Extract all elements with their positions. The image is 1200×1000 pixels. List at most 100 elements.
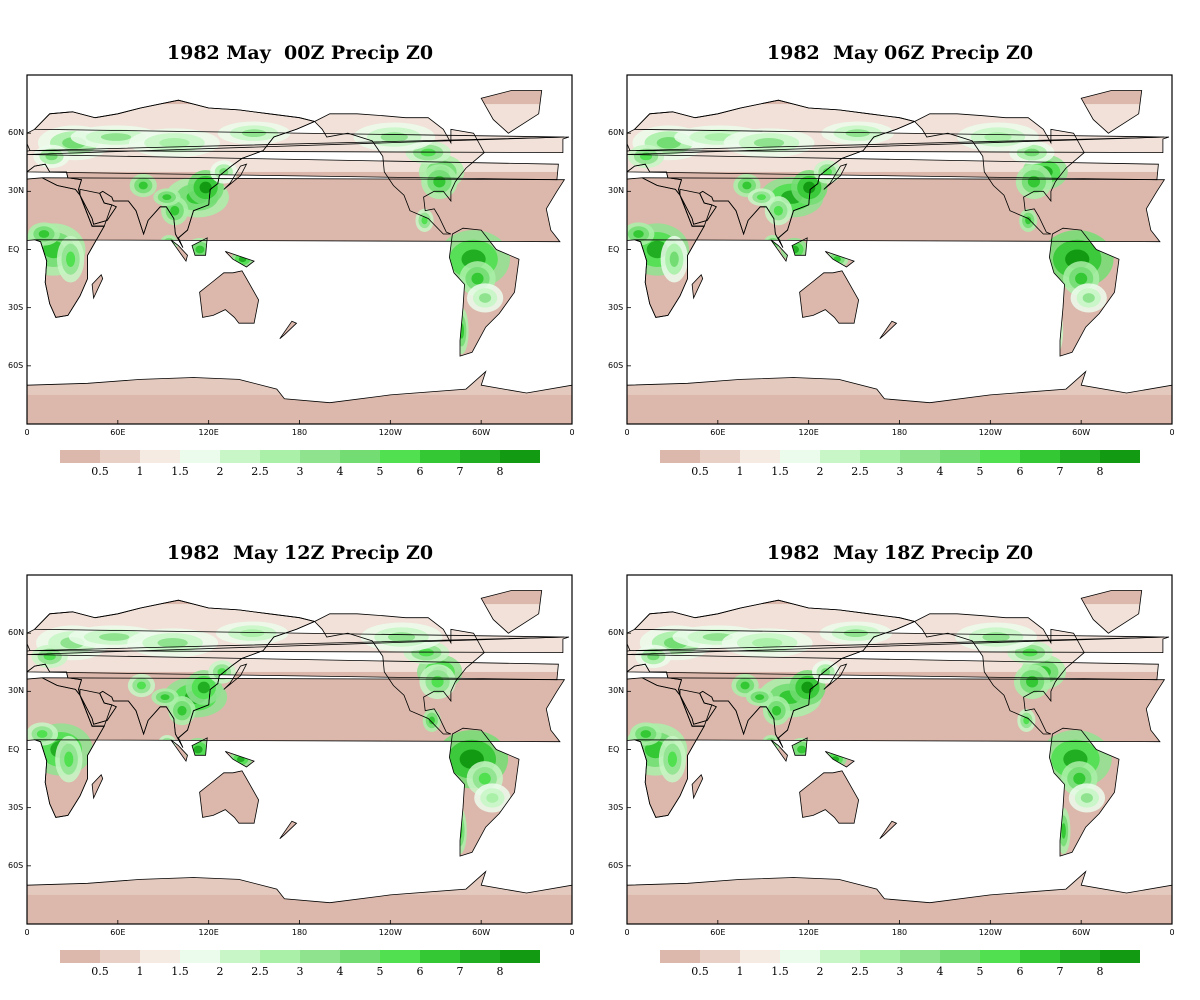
colorbar-label: 2.5	[851, 965, 869, 978]
colorbar-swatch	[220, 950, 260, 963]
coastline-indonesia-3	[825, 251, 855, 268]
coastline-indonesia-2	[791, 737, 808, 756]
coastline-indonesia-3	[225, 751, 255, 768]
lat-label: 60N	[8, 628, 25, 638]
colorbar	[660, 450, 1140, 463]
colorbar-swatch	[660, 950, 700, 963]
precip-core	[821, 668, 831, 676]
colorbar-label: 1	[136, 465, 144, 478]
precip-core	[136, 681, 146, 690]
colorbar-swatch	[820, 950, 860, 963]
lat-label: 60N	[608, 628, 625, 638]
lon-label: 60E	[710, 428, 726, 437]
lat-label: 60S	[608, 860, 624, 870]
precip-core	[387, 632, 416, 642]
coastline-north-america	[313, 113, 485, 235]
panel-title: 1982 May 12Z Precip Z0	[166, 542, 434, 564]
precip-core	[177, 705, 187, 716]
precip-core	[1075, 272, 1088, 285]
colorbar-swatch	[500, 950, 540, 963]
landmass-australia	[199, 270, 259, 324]
coastline-south-america	[448, 727, 520, 857]
precip-layer	[27, 104, 572, 395]
coastline-greenland	[1080, 90, 1143, 134]
colorbar-swatch	[900, 950, 940, 963]
precip-core	[1022, 648, 1038, 657]
land-layer	[27, 90, 572, 424]
precip-core	[1027, 175, 1040, 188]
lon-label: 180	[291, 928, 308, 937]
lat-label: 30S	[608, 802, 624, 812]
precip-core	[640, 730, 652, 738]
coastline-arabia-fill	[679, 688, 713, 727]
precip-core	[431, 675, 444, 688]
coastline-layer	[27, 90, 572, 424]
lat-label: 30S	[8, 802, 24, 812]
coastline-north-america	[913, 113, 1085, 235]
colorbar-label: 5	[976, 965, 984, 978]
precip-core	[36, 730, 48, 738]
precip-core	[1024, 148, 1040, 157]
landmass-arabia-fill	[80, 189, 112, 227]
coastline-antarctica	[627, 370, 1172, 424]
colorbar-swatch	[60, 450, 100, 463]
precip-core	[1061, 823, 1066, 839]
precip-core	[471, 272, 484, 285]
precip-core	[428, 716, 435, 725]
precip-core	[195, 245, 205, 254]
lon-label: 120W	[978, 928, 1002, 937]
colorbar-label: 2.5	[251, 965, 269, 978]
landmass-madagascar	[92, 774, 103, 798]
precip-core	[199, 181, 212, 194]
precip-core	[138, 181, 148, 190]
coastline-australia	[799, 270, 860, 324]
landmass-australia	[799, 770, 859, 824]
landmass-arabia-fill	[80, 689, 112, 727]
colorbar-label: 2	[216, 465, 224, 478]
lon-label: 120W	[378, 928, 402, 937]
coastline-south-america	[448, 227, 520, 357]
colorbar-swatch	[100, 450, 140, 463]
lon-label: 120E	[198, 428, 219, 437]
precip-core	[801, 681, 814, 694]
precip-core	[157, 638, 188, 648]
precip-core	[755, 694, 765, 701]
precip-core	[66, 251, 76, 267]
colorbar-label: 0.5	[91, 965, 109, 978]
coastline-new-zealand	[279, 320, 298, 340]
lat-label: 60S	[8, 860, 24, 870]
precip-map	[626, 74, 1173, 425]
landmass-arabia-fill	[680, 689, 712, 727]
landmass-new-zealand	[279, 821, 297, 839]
lon-label: 0	[624, 928, 630, 937]
colorbar-swatch	[380, 450, 420, 463]
coastline-north-america	[313, 613, 485, 735]
colorbar-swatch	[940, 950, 980, 963]
panel-title: 1982 May 06Z Precip Z0	[766, 42, 1034, 64]
precip-core	[753, 138, 785, 148]
landmass-australia	[199, 770, 259, 824]
precip-core	[740, 681, 750, 690]
colorbar-label: 3	[296, 465, 304, 478]
colorbar-swatch	[140, 950, 180, 963]
precip-core	[822, 168, 832, 176]
lon-label: 180	[291, 428, 308, 437]
colorbar-swatch	[220, 450, 260, 463]
precip-map	[26, 74, 573, 425]
coastline-greenland	[480, 590, 543, 634]
map-panel-00z: 1982 May 00Z Precip Z0 60N 30N EQ 30S 60S 0 60…	[0, 0, 600, 500]
lat-label: EQ	[8, 744, 20, 754]
precip-core	[742, 181, 752, 190]
panel-title: 1982 May 18Z Precip Z0	[766, 542, 1034, 564]
coastline-layer	[27, 590, 572, 924]
lon-label: 60E	[710, 928, 726, 937]
coastline-europe-asia	[627, 99, 916, 248]
precip-core	[380, 132, 408, 142]
coastline-new-zealand	[879, 820, 898, 840]
precip-core	[159, 138, 190, 148]
colorbar-label: 4	[936, 465, 944, 478]
colorbar-swatch	[1100, 950, 1140, 963]
colorbar-label: 8	[496, 465, 504, 478]
coastline-madagascar	[691, 773, 704, 800]
lon-label: 0	[24, 928, 30, 937]
